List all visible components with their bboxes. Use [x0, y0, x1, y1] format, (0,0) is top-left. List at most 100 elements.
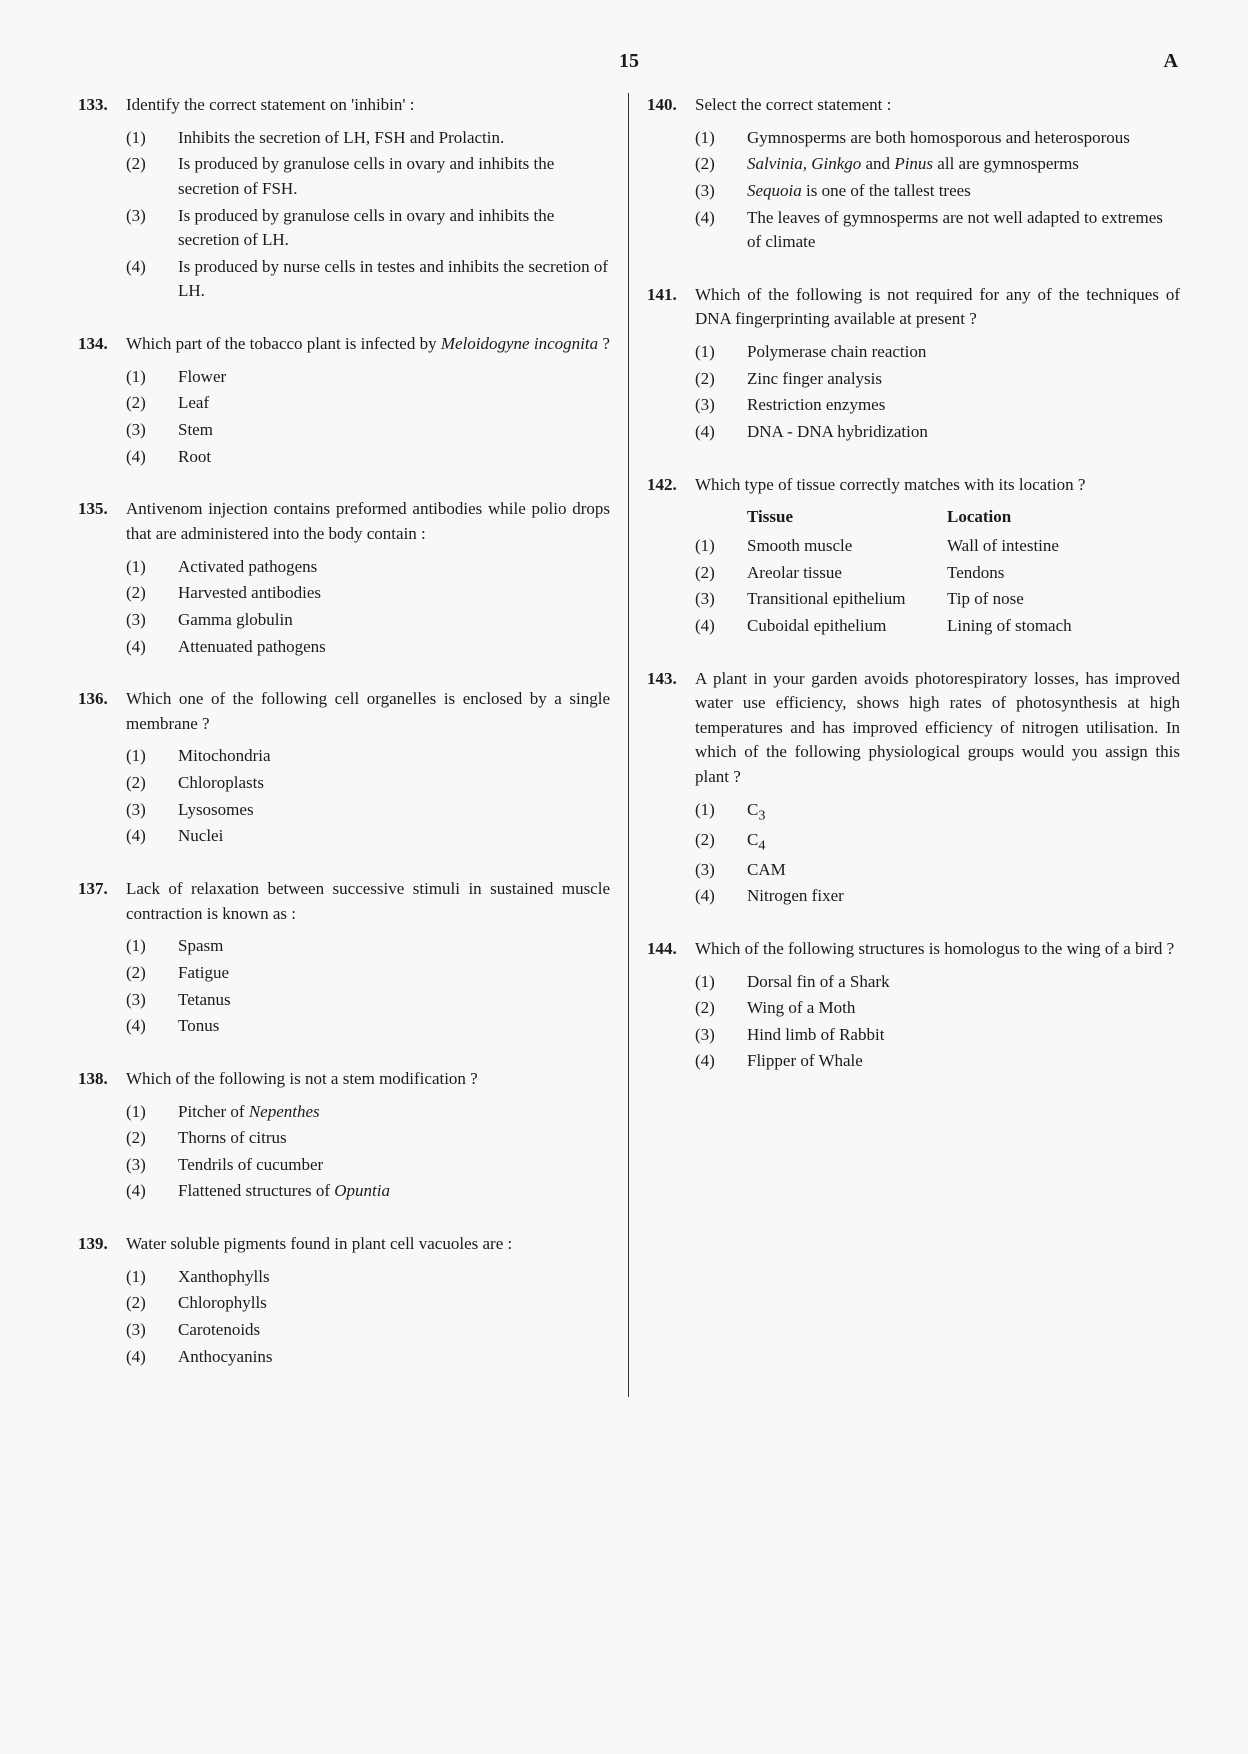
option-headers: TissueLocation [647, 505, 1180, 530]
option-number: (3) [695, 1023, 747, 1048]
option-text: Fatigue [178, 961, 610, 986]
option-text: Sequoia is one of the tallest trees [747, 179, 1180, 204]
option-col2: Tendons [947, 561, 1004, 586]
option-text: Stem [178, 418, 610, 443]
option-number: (1) [695, 534, 747, 559]
option-number: (4) [126, 1179, 178, 1204]
question-number: 136. [78, 687, 126, 712]
option-text: Is produced by granulose cells in ovary … [178, 152, 610, 201]
question-stem: Antivenom injection contains preformed a… [126, 497, 610, 546]
question: 138.Which of the following is not a stem… [78, 1067, 610, 1204]
options-list: (1)C3(2)C4(3)CAM(4)Nitrogen fixer [647, 798, 1180, 909]
option-number: (3) [695, 393, 747, 418]
option-row: (3)Sequoia is one of the tallest trees [647, 179, 1180, 204]
option-row: (2)Salvinia, Ginkgo and Pinus all are gy… [647, 152, 1180, 177]
options-list: TissueLocation (1)Smooth muscleWall of in… [647, 505, 1180, 638]
option-col1: Smooth muscle [747, 534, 947, 559]
options-list: (1)Dorsal fin of a Shark(2)Wing of a Mot… [647, 970, 1180, 1075]
option-text: Polymerase chain reaction [747, 340, 1180, 365]
question-stem: Identify the correct statement on 'inhib… [126, 93, 610, 118]
option-number: (3) [695, 179, 747, 204]
question-stem: Which part of the tobacco plant is infec… [126, 332, 610, 357]
option-number: (4) [695, 884, 747, 909]
option-number: (4) [126, 824, 178, 849]
option-row: (4)DNA - DNA hybridization [647, 420, 1180, 445]
left-column: 133.Identify the correct statement on 'i… [70, 93, 629, 1397]
option-text: Hind limb of Rabbit [747, 1023, 1180, 1048]
option-row: (1)C3 [647, 798, 1180, 826]
option-text: Flattened structures of Opuntia [178, 1179, 610, 1204]
option-text: Gymnosperms are both homosporous and het… [747, 126, 1180, 151]
option-row: (3)Tetanus [78, 988, 610, 1013]
option-text: Tonus [178, 1014, 610, 1039]
content-columns: 133.Identify the correct statement on 'i… [70, 93, 1188, 1397]
option-number: (2) [695, 996, 747, 1021]
option-number: (1) [695, 798, 747, 823]
option-row: (1)Smooth muscleWall of intestine [647, 534, 1180, 559]
option-number: (4) [695, 420, 747, 445]
option-number: (1) [126, 1100, 178, 1125]
option-text: Attenuated pathogens [178, 635, 610, 660]
option-number: (4) [695, 614, 747, 639]
header-col1: Tissue [747, 505, 947, 530]
option-row: (4)Is produced by nurse cells in testes … [78, 255, 610, 304]
option-number: (3) [126, 608, 178, 633]
option-text: Dorsal fin of a Shark [747, 970, 1180, 995]
option-number: (2) [126, 1291, 178, 1316]
option-row: (4)Flipper of Whale [647, 1049, 1180, 1074]
option-row: (2)Areolar tissueTendons [647, 561, 1180, 586]
option-text: Spasm [178, 934, 610, 959]
option-number: (2) [126, 391, 178, 416]
option-number: (4) [695, 206, 747, 231]
option-text: Chloroplasts [178, 771, 610, 796]
option-row: (1)Activated pathogens [78, 555, 610, 580]
option-text: Salvinia, Ginkgo and Pinus all are gymno… [747, 152, 1180, 177]
options-list: (1)Xanthophylls(2)Chlorophylls(3)Caroten… [78, 1265, 610, 1370]
option-row: (2)Zinc finger analysis [647, 367, 1180, 392]
option-text: Flower [178, 365, 610, 390]
question-stem: Select the correct statement : [695, 93, 1180, 118]
option-row: (2)Chloroplasts [78, 771, 610, 796]
question: 140.Select the correct statement :(1)Gym… [647, 93, 1180, 255]
option-row: (3)Stem [78, 418, 610, 443]
option-text: Xanthophylls [178, 1265, 610, 1290]
option-text: Nitrogen fixer [747, 884, 1180, 909]
option-col2: Wall of intestine [947, 534, 1059, 559]
option-number: (1) [695, 126, 747, 151]
option-text: Carotenoids [178, 1318, 610, 1343]
option-number: (3) [126, 988, 178, 1013]
option-number: (1) [126, 365, 178, 390]
question: 144.Which of the following structures is… [647, 937, 1180, 1074]
option-number: (2) [126, 1126, 178, 1151]
option-text: Chlorophylls [178, 1291, 610, 1316]
options-list: (1)Activated pathogens(2)Harvested antib… [78, 555, 610, 660]
question: 142.Which type of tissue correctly match… [647, 473, 1180, 639]
option-col1: Cuboidal epithelium [747, 614, 947, 639]
option-number: (3) [126, 418, 178, 443]
question-number: 134. [78, 332, 126, 357]
option-row: (4)Root [78, 445, 610, 470]
option-text: C4 [747, 828, 1180, 856]
options-list: (1)Gymnosperms are both homosporous and … [647, 126, 1180, 255]
option-number: (2) [126, 771, 178, 796]
option-text: C3 [747, 798, 1180, 826]
option-number: (4) [126, 445, 178, 470]
option-number: (4) [126, 635, 178, 660]
option-row: (2)Thorns of citrus [78, 1126, 610, 1151]
option-text: Leaf [178, 391, 610, 416]
option-row: (1)Spasm [78, 934, 610, 959]
option-row: (4)The leaves of gymnosperms are not wel… [647, 206, 1180, 255]
question-stem: Which of the following is not a stem mod… [126, 1067, 610, 1092]
question-stem: Which of the following structures is hom… [695, 937, 1180, 962]
question-number: 144. [647, 937, 695, 962]
option-number: (1) [126, 744, 178, 769]
question-number: 139. [78, 1232, 126, 1257]
options-list: (1)Polymerase chain reaction(2)Zinc fing… [647, 340, 1180, 445]
options-list: (1)Mitochondria(2)Chloroplasts(3)Lysosom… [78, 744, 610, 849]
question: 136.Which one of the following cell orga… [78, 687, 610, 849]
option-text: Root [178, 445, 610, 470]
option-row: (4)Nitrogen fixer [647, 884, 1180, 909]
question-number: 143. [647, 667, 695, 692]
option-text: Is produced by nurse cells in testes and… [178, 255, 610, 304]
option-text: Zinc finger analysis [747, 367, 1180, 392]
